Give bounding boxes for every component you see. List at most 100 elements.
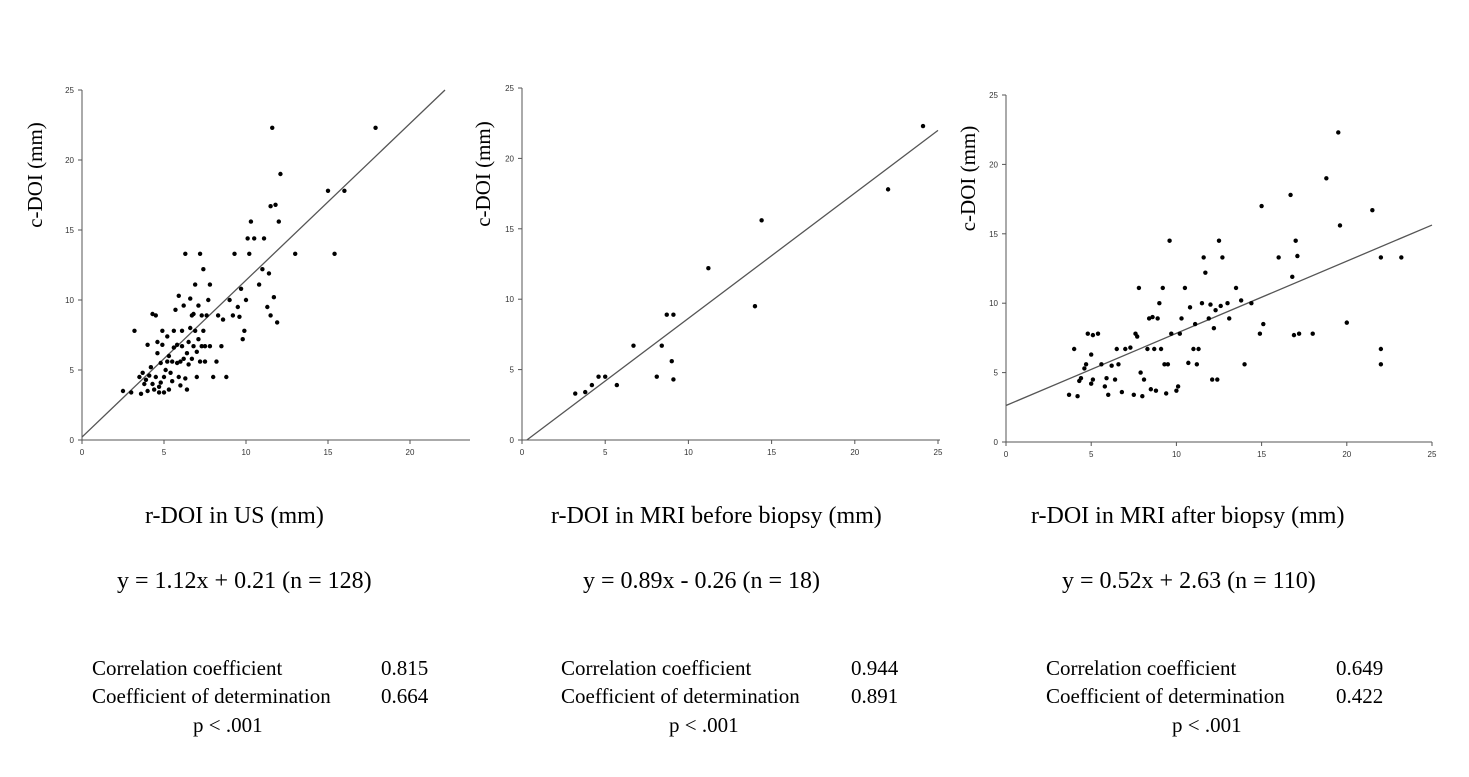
- x-tick-label: 20: [406, 448, 415, 457]
- data-point: [1090, 377, 1096, 382]
- data-point: [158, 380, 163, 385]
- data-point: [1116, 362, 1121, 367]
- data-point: [573, 391, 578, 396]
- x-axis-title: r-DOI in MRI before biopsy (mm): [551, 503, 882, 529]
- data-point: [1344, 320, 1350, 325]
- data-point: [1095, 331, 1101, 336]
- determination-label: Coefficient of determination: [92, 684, 331, 708]
- data-point: [273, 202, 278, 207]
- data-point: [1177, 331, 1183, 336]
- data-point: [1114, 346, 1119, 352]
- data-point: [201, 328, 206, 333]
- data-point: [1370, 208, 1375, 213]
- data-point: [261, 236, 267, 241]
- data-point: [240, 337, 245, 342]
- y-tick-label: 15: [505, 225, 514, 234]
- y-axis-title: c-DOI (mm): [956, 126, 980, 232]
- data-point: [238, 286, 244, 291]
- data-point: [1288, 192, 1293, 198]
- correlation-label: Correlation coefficient: [561, 656, 752, 680]
- y-tick-label: 25: [65, 86, 74, 95]
- data-point: [268, 204, 273, 209]
- data-point: [1071, 346, 1077, 352]
- y-tick-label: 20: [65, 156, 74, 165]
- data-point: [140, 370, 145, 375]
- p-value: p < .001: [193, 713, 263, 737]
- data-point: [1399, 255, 1404, 260]
- data-point: [183, 376, 188, 381]
- data-point: [1150, 314, 1155, 320]
- data-point: [706, 266, 711, 271]
- data-point: [147, 373, 152, 378]
- data-point: [191, 344, 196, 349]
- x-tick-label: 25: [934, 448, 943, 457]
- p-value: p < .001: [669, 713, 739, 737]
- y-tick-label: 5: [70, 366, 75, 375]
- data-point: [1104, 375, 1109, 381]
- data-point: [188, 325, 193, 331]
- data-point: [276, 219, 281, 224]
- data-point: [201, 267, 206, 272]
- data-point: [197, 251, 203, 256]
- data-point: [270, 125, 275, 130]
- data-point: [166, 353, 172, 359]
- data-point: [671, 377, 676, 382]
- data-point: [215, 313, 221, 318]
- x-tick-label: 0: [1004, 450, 1009, 459]
- data-point: [142, 381, 147, 387]
- data-point: [166, 387, 172, 392]
- data-point: [1227, 316, 1232, 321]
- data-point: [176, 293, 181, 298]
- data-point: [1157, 301, 1162, 306]
- data-point: [178, 383, 183, 388]
- data-point: [1378, 362, 1384, 367]
- data-point: [189, 356, 195, 361]
- data-point: [1192, 321, 1198, 327]
- data-point: [174, 360, 180, 366]
- data-point: [752, 304, 758, 309]
- correlation-value: 0.944: [851, 656, 899, 680]
- data-point: [278, 171, 283, 177]
- data-point: [138, 391, 144, 396]
- x-tick-label: 20: [1342, 450, 1351, 459]
- data-point: [614, 382, 620, 388]
- data-point: [1163, 391, 1169, 396]
- regression-line: [1005, 224, 1433, 407]
- data-point: [1140, 393, 1145, 399]
- data-point: [197, 359, 203, 364]
- data-point: [373, 125, 378, 130]
- data-point: [220, 317, 226, 322]
- data-point: [583, 389, 588, 395]
- data-point: [137, 374, 142, 380]
- data-point: [161, 390, 167, 395]
- data-point: [1276, 255, 1281, 260]
- data-point: [120, 388, 126, 394]
- regression-line: [81, 89, 446, 438]
- data-point: [1194, 362, 1200, 367]
- data-point: [631, 343, 636, 348]
- data-point: [132, 328, 137, 333]
- y-tick-label: 15: [65, 226, 74, 235]
- data-point: [1209, 377, 1215, 382]
- data-point: [192, 328, 198, 333]
- data-point: [1123, 346, 1128, 352]
- data-point: [247, 251, 252, 256]
- x-tick-label: 0: [80, 448, 85, 457]
- x-axis-title: r-DOI in US (mm): [145, 503, 324, 529]
- data-point: [1324, 176, 1329, 181]
- data-point: [150, 311, 155, 317]
- data-point: [1257, 331, 1263, 336]
- data-point: [188, 296, 193, 301]
- y-tick-label: 0: [70, 436, 75, 445]
- data-point: [160, 328, 165, 333]
- data-point: [342, 188, 347, 193]
- data-point: [194, 374, 199, 380]
- y-tick-label: 10: [505, 295, 514, 304]
- data-point: [885, 187, 891, 192]
- determination-value: 0.891: [851, 684, 899, 708]
- data-point: [1078, 375, 1084, 381]
- data-point: [165, 334, 170, 339]
- data-point: [211, 374, 216, 380]
- data-point: [214, 359, 219, 364]
- data-point: [173, 307, 178, 312]
